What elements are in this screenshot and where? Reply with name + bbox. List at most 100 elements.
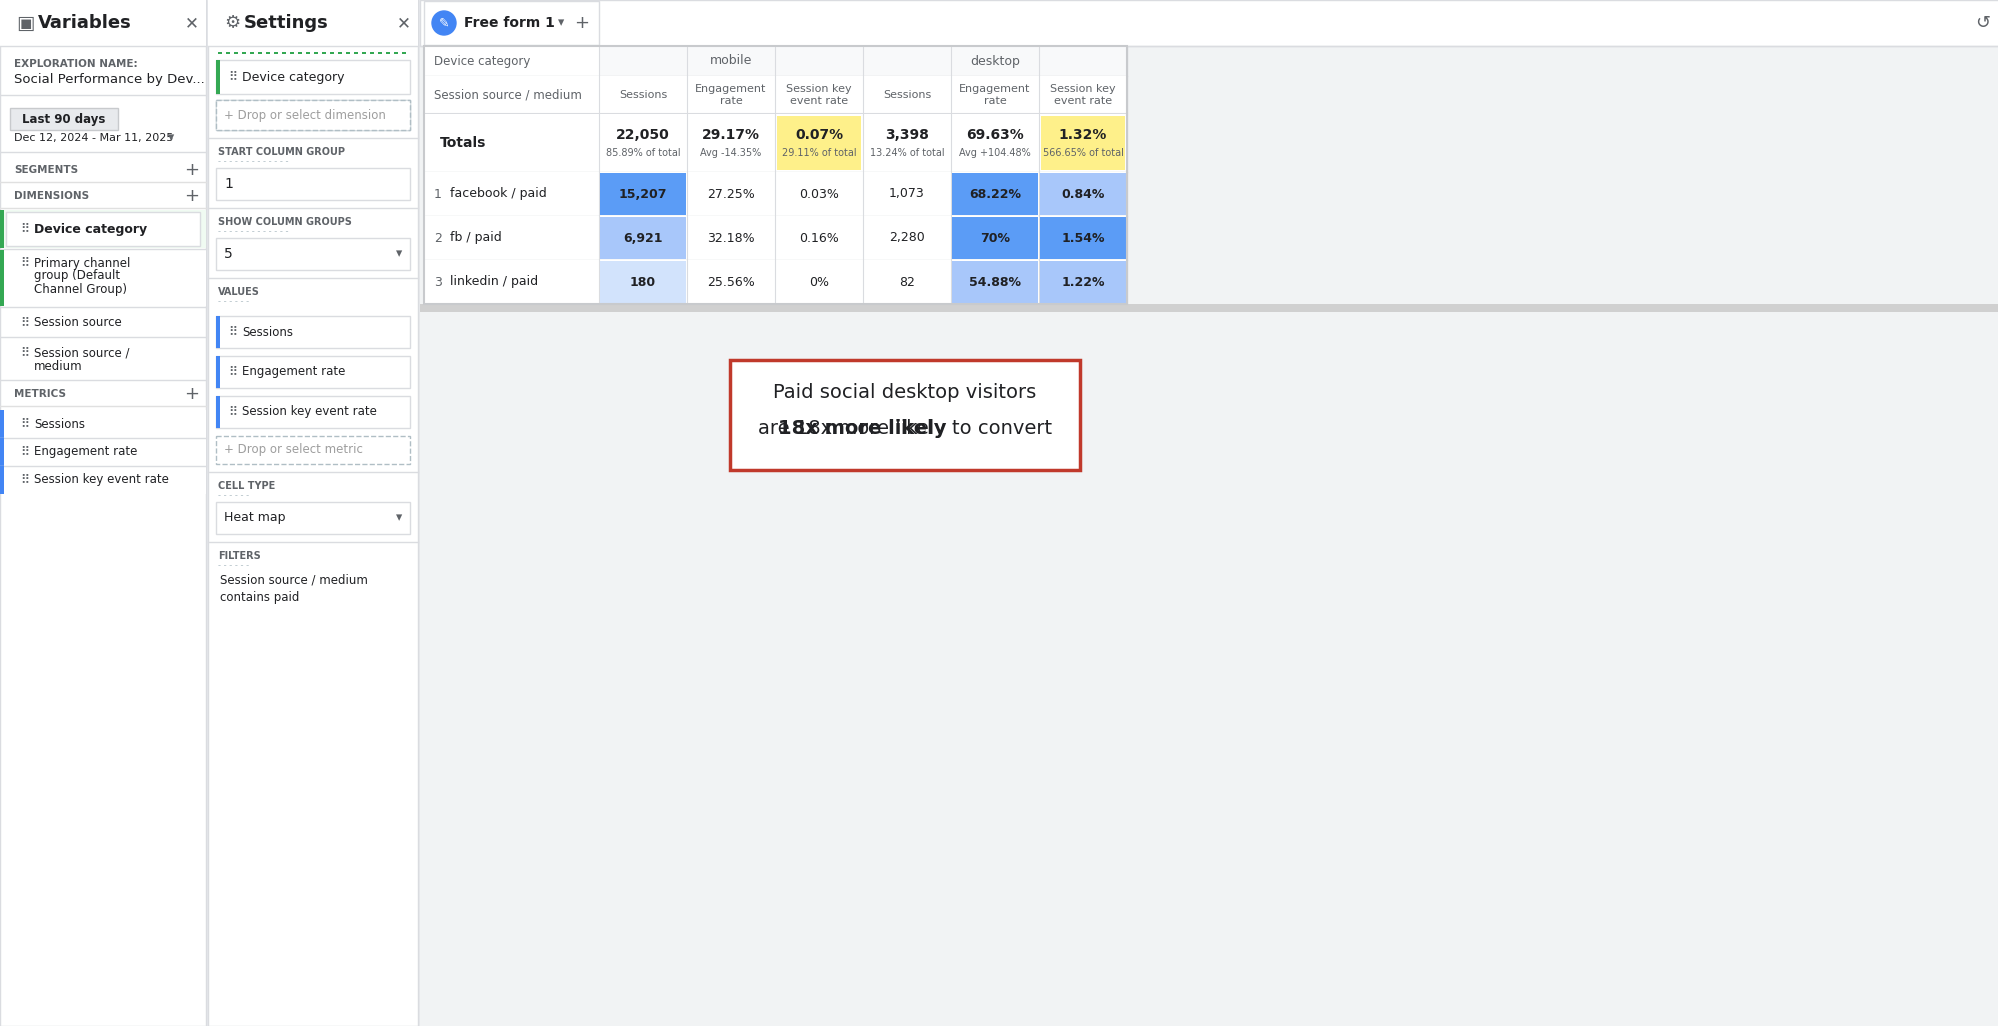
Text: 1: 1 <box>224 177 232 191</box>
Bar <box>0 210 206 248</box>
Text: ▣: ▣ <box>16 13 34 33</box>
Text: Device category: Device category <box>434 54 529 68</box>
Text: Engagement rate: Engagement rate <box>242 365 346 379</box>
Bar <box>216 60 410 94</box>
Bar <box>951 261 1037 303</box>
Text: Heat map: Heat map <box>224 512 286 524</box>
Bar <box>0 438 206 466</box>
Text: Session key event rate: Session key event rate <box>242 405 378 419</box>
Text: Session key event rate: Session key event rate <box>34 474 168 486</box>
Bar <box>216 100 410 130</box>
Text: Engagement
rate: Engagement rate <box>959 84 1031 106</box>
Bar <box>420 304 1998 312</box>
Text: 0.07%: 0.07% <box>795 128 843 142</box>
Bar <box>424 260 1127 304</box>
Text: Device category: Device category <box>242 71 344 83</box>
Text: VALUES: VALUES <box>218 287 260 297</box>
Text: 0.16%: 0.16% <box>799 232 839 244</box>
Bar <box>216 356 410 388</box>
Bar <box>208 0 418 46</box>
Text: mobile: mobile <box>709 54 751 68</box>
Text: - - - - - - - - - - - - -: - - - - - - - - - - - - - <box>218 158 288 166</box>
Text: ⠿: ⠿ <box>20 445 30 459</box>
Bar <box>420 0 1998 1026</box>
Bar <box>424 46 1127 76</box>
Text: 85.89% of total: 85.89% of total <box>605 148 679 158</box>
Text: 1.22%: 1.22% <box>1061 276 1105 288</box>
Text: ⠿: ⠿ <box>20 223 30 236</box>
Bar <box>234 52 238 54</box>
Text: 54.88%: 54.88% <box>969 276 1021 288</box>
Bar <box>863 46 1127 76</box>
Text: facebook / paid: facebook / paid <box>450 188 547 200</box>
Bar <box>424 46 1127 304</box>
Bar <box>0 438 4 466</box>
Text: EXPLORATION NAME:: EXPLORATION NAME: <box>14 60 138 69</box>
Text: 22,050: 22,050 <box>615 128 669 142</box>
Bar <box>208 0 418 1026</box>
Bar <box>402 52 406 54</box>
Text: ⠿: ⠿ <box>228 365 238 379</box>
Text: - - - - - -: - - - - - - <box>218 298 250 307</box>
Bar <box>330 52 334 54</box>
Bar <box>1039 218 1125 259</box>
Text: Sessions: Sessions <box>242 325 294 339</box>
Bar <box>386 52 390 54</box>
Bar <box>290 52 294 54</box>
Text: Sessions: Sessions <box>34 418 86 431</box>
Text: Session source / medium: Session source / medium <box>220 574 368 587</box>
Bar <box>362 52 366 54</box>
Text: Settings: Settings <box>244 14 328 32</box>
Text: Session key
event rate: Session key event rate <box>785 84 851 106</box>
Text: 15,207: 15,207 <box>619 188 667 200</box>
Bar <box>951 218 1037 259</box>
Text: 29.17%: 29.17% <box>701 128 759 142</box>
Text: 0.84%: 0.84% <box>1061 188 1105 200</box>
Bar <box>394 52 398 54</box>
Text: Last 90 days: Last 90 days <box>22 113 106 125</box>
Text: ⠿: ⠿ <box>228 325 238 339</box>
Bar <box>599 46 863 76</box>
Bar <box>6 212 200 246</box>
Bar <box>424 76 1127 114</box>
Bar <box>370 52 374 54</box>
Text: ↺: ↺ <box>1974 14 1990 32</box>
Bar <box>282 52 286 54</box>
Text: ⠿: ⠿ <box>20 474 30 486</box>
Text: 1: 1 <box>434 188 442 200</box>
Text: Session key
event rate: Session key event rate <box>1049 84 1115 106</box>
Text: +: + <box>184 187 200 205</box>
Bar <box>216 60 220 94</box>
Text: linkedin / paid: linkedin / paid <box>450 276 537 288</box>
Bar <box>0 210 4 248</box>
Text: +: + <box>184 161 200 179</box>
Text: Totals: Totals <box>440 136 486 150</box>
Bar <box>216 502 410 534</box>
Text: 18x more likely: 18x more likely <box>777 419 947 437</box>
Text: Free form 1: Free form 1 <box>464 16 555 30</box>
Bar <box>314 52 318 54</box>
Text: - - - - - -: - - - - - - <box>218 561 250 570</box>
Text: 3: 3 <box>434 276 442 288</box>
Text: desktop: desktop <box>969 54 1019 68</box>
Text: Session source: Session source <box>34 316 122 329</box>
Text: Dec 12, 2024 - Mar 11, 2025: Dec 12, 2024 - Mar 11, 2025 <box>14 133 174 143</box>
Text: ⠿: ⠿ <box>20 316 30 329</box>
FancyBboxPatch shape <box>216 436 410 464</box>
Bar <box>0 0 206 46</box>
Text: ✕: ✕ <box>398 14 412 32</box>
Text: 82: 82 <box>899 276 915 288</box>
Circle shape <box>432 11 456 35</box>
Bar <box>777 116 861 170</box>
Bar <box>216 238 410 270</box>
Text: + Drop or select dimension: + Drop or select dimension <box>224 109 386 121</box>
Bar <box>274 52 278 54</box>
Bar <box>216 168 410 200</box>
Text: ✎: ✎ <box>438 16 450 30</box>
Bar <box>0 410 4 438</box>
Bar <box>216 356 220 388</box>
Text: SEGMENTS: SEGMENTS <box>14 165 78 175</box>
Text: 29.11% of total: 29.11% of total <box>781 148 855 158</box>
Bar <box>1039 261 1125 303</box>
Text: Engagement rate: Engagement rate <box>34 445 138 459</box>
